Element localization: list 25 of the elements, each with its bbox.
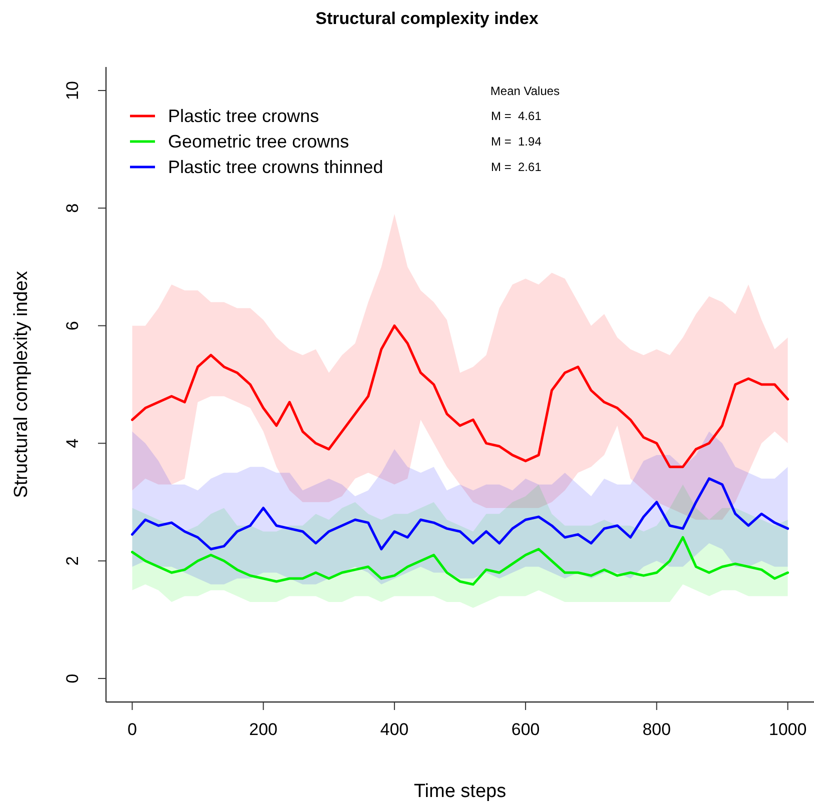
annotation: M = 2.61 <box>491 160 542 174</box>
y-axis-title: Structural complexity index <box>11 270 32 498</box>
x-tick-label: 200 <box>249 720 278 739</box>
legend-label: Plastic tree crowns <box>168 106 320 126</box>
legend-label: Plastic tree crowns thinned <box>168 157 384 177</box>
annotation: Mean Values <box>490 84 560 98</box>
chart-title: Structural complexity index <box>316 9 540 28</box>
y-tick-label: 2 <box>63 556 82 566</box>
x-tick-label: 600 <box>511 720 540 739</box>
annotation: M = 4.61 <box>491 109 542 123</box>
line-series <box>130 536 790 586</box>
x-tick-label: 0 <box>127 720 137 739</box>
x-axis-title: Time steps <box>414 781 506 802</box>
y-tick-label: 8 <box>63 203 82 213</box>
y-tick-label: 4 <box>63 438 82 448</box>
y-tick-label: 6 <box>63 320 82 330</box>
annotation: M = 1.94 <box>491 134 542 148</box>
x-tick-label: 1000 <box>768 720 807 739</box>
y-tick-label: 10 <box>63 81 82 100</box>
legend-label: Geometric tree crowns <box>168 132 350 152</box>
x-tick-label: 800 <box>642 720 671 739</box>
line-series <box>130 324 790 468</box>
x-tick-label: 400 <box>380 720 409 739</box>
y-tick-label: 0 <box>63 674 82 684</box>
line-series <box>130 477 790 550</box>
